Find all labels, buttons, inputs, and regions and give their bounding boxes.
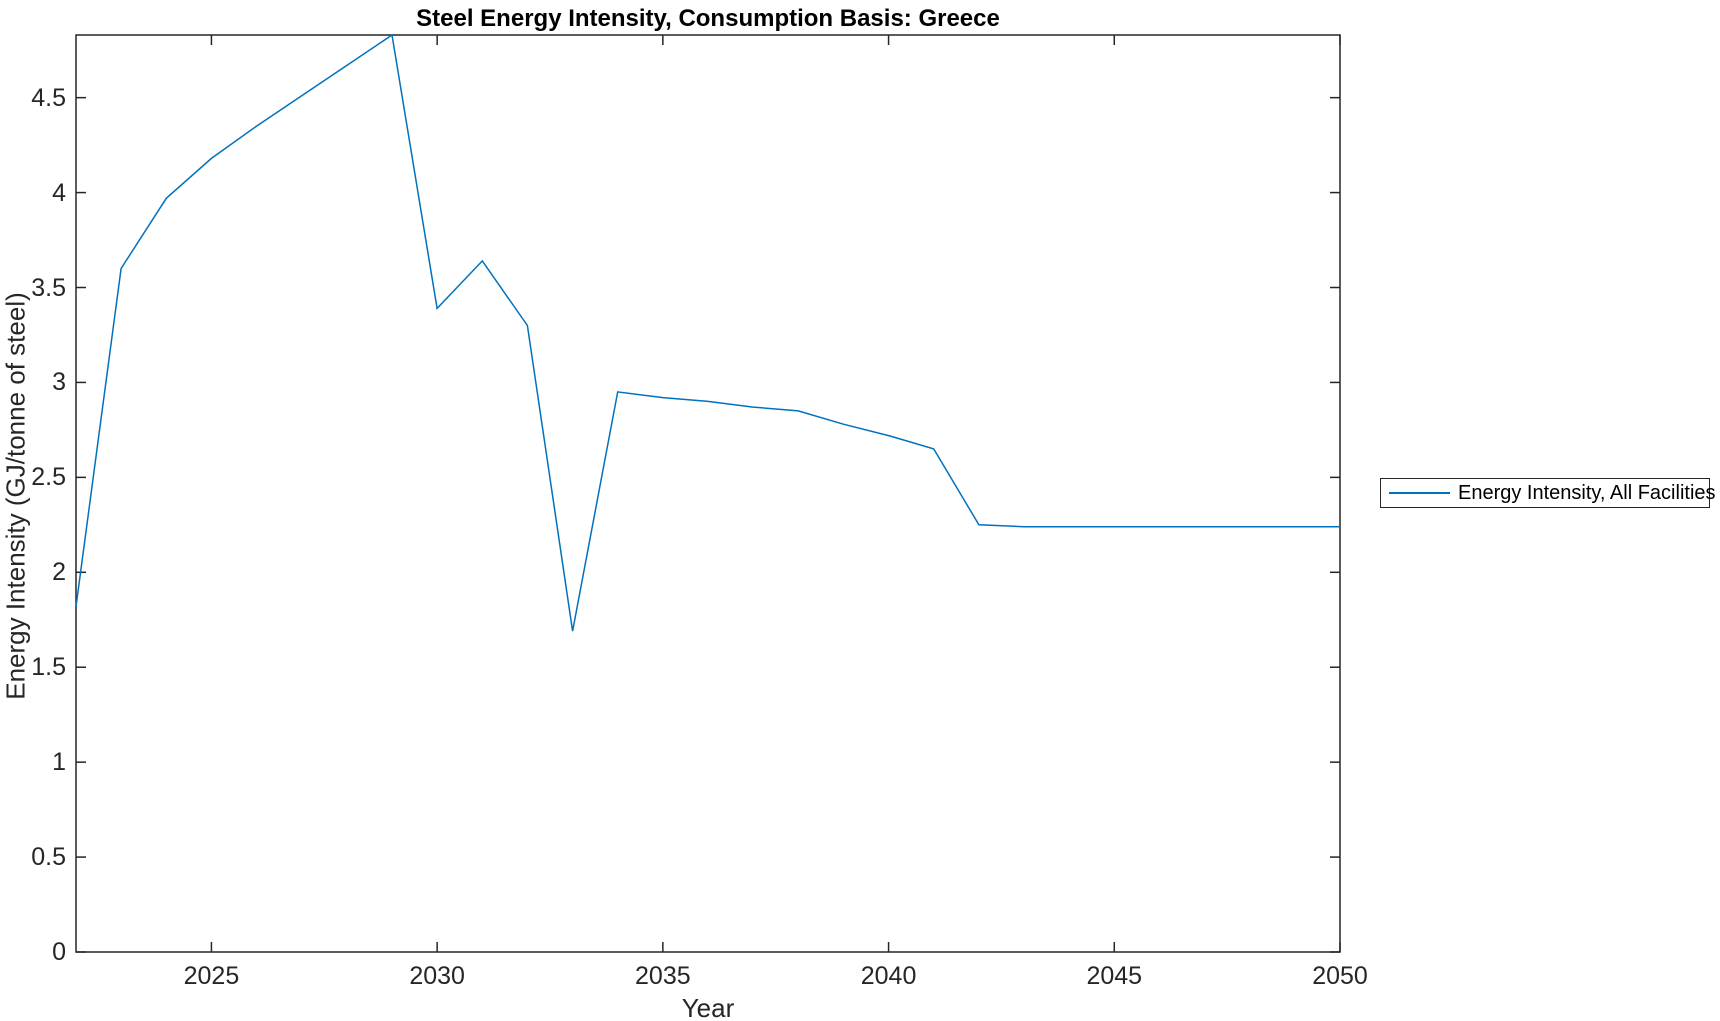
series-line (75, 33, 1340, 632)
legend: Energy Intensity, All Facilities (1380, 478, 1716, 508)
x-tick-label: 2035 (635, 962, 691, 990)
y-tick-label: 4.5 (31, 83, 66, 112)
x-tick-label: 2045 (1086, 962, 1143, 990)
y-tick-label: 2.5 (31, 463, 66, 492)
y-tick-label: 1 (52, 748, 66, 777)
x-tick-label: 2050 (1312, 962, 1368, 990)
x-axis-label: Year (681, 993, 735, 1021)
x-tick-label: 2040 (860, 962, 917, 990)
y-tick-label: 2 (52, 558, 66, 587)
chart-title: Steel Energy Intensity, Consumption Basi… (416, 5, 1000, 32)
y-tick-label: 0.5 (31, 843, 66, 872)
y-tick-label: 1.5 (31, 653, 66, 682)
x-tick-label: 2025 (183, 962, 240, 990)
legend-label: Energy Intensity, All Facilities (1458, 481, 1716, 504)
legend-line-icon (1389, 492, 1450, 494)
y-axis-label: Energy Intensity (GJ/tonne of steel) (0, 292, 31, 700)
x-tick-label: 2030 (409, 962, 465, 990)
y-tick-label: 3 (52, 368, 66, 397)
y-tick-label: 0 (52, 938, 66, 966)
y-tick-label: 4 (52, 178, 66, 207)
y-tick-label: 3.5 (31, 273, 66, 302)
